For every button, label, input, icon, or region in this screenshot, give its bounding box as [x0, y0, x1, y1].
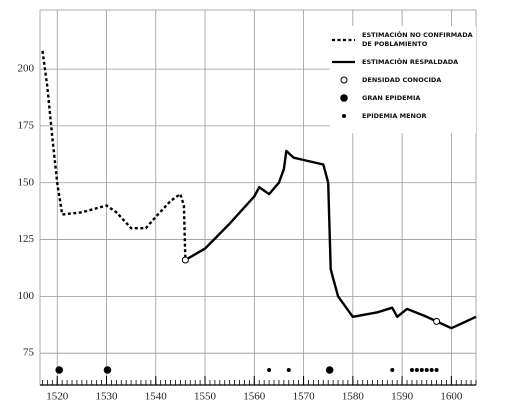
legend-marker	[340, 94, 348, 102]
marker	[424, 368, 429, 372]
legend-label: DENSIDAD CONOCIDA	[362, 75, 442, 84]
legend: ESTIMACIÓN NO CONFIRMADA DE POBLAMIENTO E…	[330, 26, 476, 133]
marker	[414, 368, 419, 372]
x-tick-label: 1590	[391, 391, 414, 403]
x-tick-label: 1530	[96, 391, 119, 403]
x-tick-label: 1520	[46, 391, 69, 403]
legend-symbol	[332, 60, 355, 64]
legend-label: EPIDEMIA MENOR	[362, 111, 427, 120]
x-tick-label: 1600	[440, 391, 463, 403]
legend-symbol	[340, 76, 348, 84]
marker	[390, 368, 395, 372]
line	[41, 50, 187, 258]
legend-symbol	[340, 94, 348, 102]
legend-symbol	[332, 38, 355, 42]
y-tick-label: 75	[23, 347, 35, 359]
x-tick-label: 1560	[243, 391, 266, 403]
legend-item: ESTIMACIÓN RESPALDADA	[330, 57, 476, 67]
legend-label: ESTIMACIÓN RESPALDADA	[362, 57, 459, 66]
y-tick-label: 200	[18, 63, 35, 75]
legend-item: DENSIDAD CONOCIDA	[330, 75, 476, 85]
marker	[286, 368, 291, 372]
x-tick-label: 1570	[293, 391, 316, 403]
marker	[409, 368, 414, 372]
legend-item: ESTIMACIÓN NO CONFIRMADA DE POBLAMIENTO	[330, 31, 476, 49]
marker	[325, 366, 334, 374]
line	[184, 149, 477, 330]
y-tick-label: 175	[18, 119, 35, 131]
legend-symbol	[342, 114, 346, 118]
x-tick-label: 1540	[145, 391, 168, 403]
x-tick-label: 1550	[194, 391, 217, 403]
marker	[181, 256, 189, 264]
legend-label: GRAN EPIDEMIA	[362, 93, 421, 102]
legend-item: GRAN EPIDEMIA	[330, 93, 476, 103]
marker	[55, 366, 64, 374]
x-tick-label: 1580	[342, 391, 365, 403]
legend-marker	[340, 76, 348, 84]
legend-item: EPIDEMIA MENOR	[330, 111, 476, 121]
legend-label: ESTIMACIÓN NO CONFIRMADA DE POBLAMIENTO	[362, 31, 473, 48]
y-tick-label: 125	[18, 233, 35, 245]
marker	[103, 366, 112, 374]
marker	[267, 368, 272, 372]
marker	[434, 368, 439, 372]
y-tick-label: 100	[18, 290, 35, 302]
legend-marker	[342, 114, 346, 118]
marker	[419, 368, 424, 372]
y-tick-label: 150	[18, 176, 35, 188]
marker	[429, 368, 434, 372]
marker	[433, 317, 441, 325]
